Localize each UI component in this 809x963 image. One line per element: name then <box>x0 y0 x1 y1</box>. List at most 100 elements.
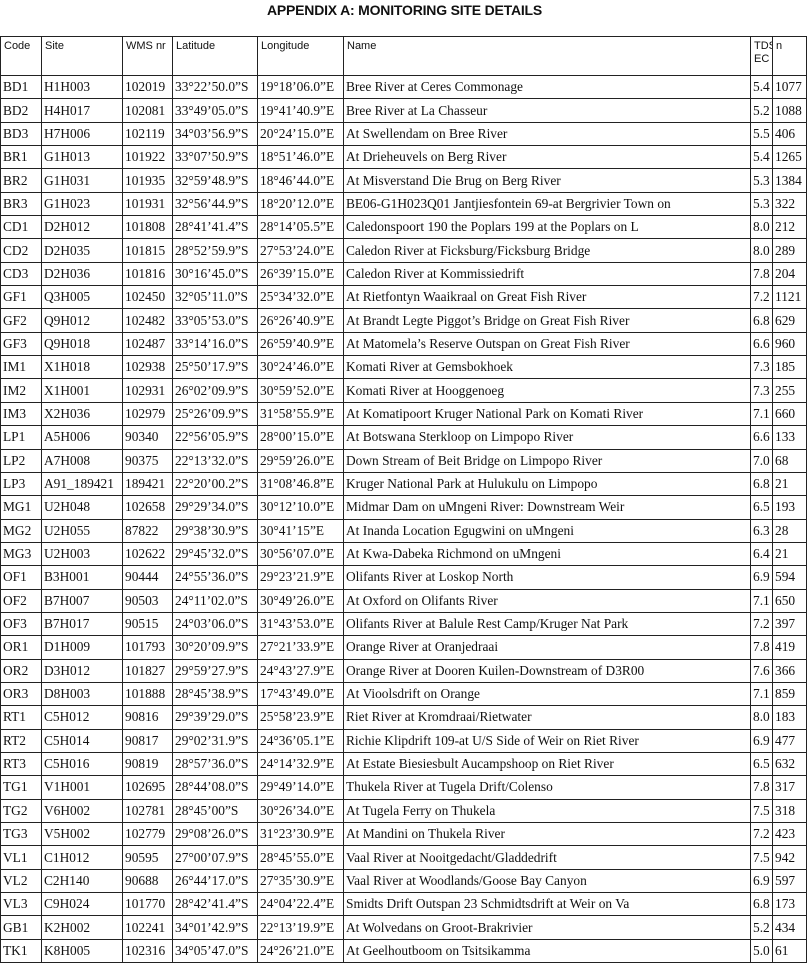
cell-name: Bree River at La Chasseur <box>343 98 751 123</box>
cell-longitude: 26°39’15.0”E <box>257 261 344 287</box>
cell-longitude: 27°53’24.0”E <box>257 238 344 263</box>
cell-tds-ec: 7.1 <box>750 401 773 427</box>
cell-n: 960 <box>772 331 807 357</box>
cell-latitude: 34°03’56.9”S <box>172 121 258 147</box>
cell-longitude: 29°49’14.0”E <box>257 775 344 800</box>
cell-site: A7H008 <box>41 448 123 473</box>
cell-site: D1H009 <box>41 635 123 660</box>
table-row: TK1 K8H005 102316 34°05’47.0”S 24°26’21.0”E A… <box>0 938 807 963</box>
cell-n: 859 <box>772 681 807 707</box>
cell-longitude: 25°58’23.9”E <box>257 705 344 730</box>
table-row: VL3 C9H024 101770 28°42’41.4”S 24°04’22.4”E S… <box>0 892 807 917</box>
cell-code: BR2 <box>0 168 42 193</box>
cell-wms-nr: 87822 <box>122 518 173 543</box>
cell-longitude: 19°41’40.9”E <box>257 98 344 123</box>
cell-latitude: 22°20’00.2”S <box>172 471 258 497</box>
table-row: GF3 Q9H018 102487 33°14’16.0”S 26°59’40.9”E A… <box>0 331 807 357</box>
cell-wms-nr: 102487 <box>122 331 173 357</box>
cell-latitude: 33°07’50.9”S <box>172 145 258 170</box>
cell-n: 660 <box>772 401 807 427</box>
cell-name: Vaal River at Woodlands/Goose Bay Canyon <box>343 868 751 894</box>
cell-latitude: 28°57’36.0”S <box>172 751 258 777</box>
cell-latitude: 22°56’05.9”S <box>172 425 258 450</box>
cell-name: Orange River at Dooren Kuilen-Downstream… <box>343 658 751 683</box>
cell-latitude: 27°00’07.9”S <box>172 845 258 870</box>
cell-wms-nr: 101827 <box>122 658 173 683</box>
cell-name: Orange River at Oranjedraai <box>343 635 751 660</box>
cell-latitude: 28°44’08.0”S <box>172 775 258 800</box>
cell-code: LP2 <box>0 448 42 473</box>
cell-wms-nr: 90340 <box>122 425 173 450</box>
cell-site: U2H048 <box>41 495 123 520</box>
cell-tds-ec: 6.6 <box>750 425 773 450</box>
cell-wms-nr: 102081 <box>122 98 173 123</box>
cell-wms-nr: 102450 <box>122 285 173 310</box>
table-row: GF1 Q3H005 102450 32°05’11.0”S 25°34’32.0”E A… <box>0 285 807 310</box>
cell-longitude: 24°14’32.9”E <box>257 751 344 777</box>
cell-wms-nr: 102482 <box>122 308 173 333</box>
cell-code: TG1 <box>0 775 42 800</box>
cell-longitude: 24°43’27.9”E <box>257 658 344 683</box>
cell-n: 419 <box>772 635 807 660</box>
table-row: BR1 G1H013 101922 33°07’50.9”S 18°51’46.0”E A… <box>0 145 807 170</box>
cell-n: 21 <box>772 541 807 567</box>
cell-code: BR3 <box>0 191 42 217</box>
cell-name: At Oxford on Olifants River <box>343 588 751 613</box>
cell-tds-ec: 7.6 <box>750 658 773 683</box>
cell-tds-ec: 5.2 <box>750 98 773 123</box>
cell-longitude: 28°00’15.0”E <box>257 425 344 450</box>
cell-site: H7H006 <box>41 121 123 147</box>
table-row: MG2 U2H055 87822 29°38’30.9”S 30°41’15”E At I… <box>0 518 807 543</box>
cell-latitude: 28°45’00”S <box>172 798 258 824</box>
cell-code: IM1 <box>0 355 42 380</box>
cell-n: 133 <box>772 425 807 450</box>
cell-code: GF3 <box>0 331 42 357</box>
cell-tds-ec: 7.3 <box>750 355 773 380</box>
cell-latitude: 33°22’50.0”S <box>172 74 258 100</box>
cell-n: 942 <box>772 845 807 870</box>
cell-code: LP1 <box>0 425 42 450</box>
cell-name: At Geelhoutboom on Tsitsikamma <box>343 938 751 963</box>
cell-site: H1H003 <box>41 74 123 100</box>
cell-wms-nr: 101808 <box>122 215 173 240</box>
cell-code: VL2 <box>0 868 42 894</box>
cell-tds-ec: 6.8 <box>750 308 773 333</box>
cell-latitude: 33°14’16.0”S <box>172 331 258 357</box>
cell-longitude: 31°43’53.0”E <box>257 611 344 637</box>
cell-tds-ec: 6.6 <box>750 331 773 357</box>
cell-latitude: 22°13’32.0”S <box>172 448 258 473</box>
cell-tds-ec: 7.2 <box>750 611 773 637</box>
cell-wms-nr: 90515 <box>122 611 173 637</box>
cell-tds-ec: 8.0 <box>750 215 773 240</box>
cell-latitude: 28°52’59.9”S <box>172 238 258 263</box>
cell-latitude: 32°56’44.9”S <box>172 191 258 217</box>
cell-tds-ec: 8.0 <box>750 238 773 263</box>
cell-latitude: 30°20’09.9”S <box>172 635 258 660</box>
cell-name: Kruger National Park at Hulukulu on Limp… <box>343 471 751 497</box>
cell-site: X2H036 <box>41 401 123 427</box>
cell-name: At Vioolsdrift on Orange <box>343 681 751 707</box>
cell-code: OR3 <box>0 681 42 707</box>
cell-latitude: 26°44’17.0”S <box>172 868 258 894</box>
cell-longitude: 30°24’46.0”E <box>257 355 344 380</box>
cell-longitude: 30°12’10.0”E <box>257 495 344 520</box>
cell-latitude: 34°05’47.0”S <box>172 938 258 963</box>
cell-longitude: 30°26’34.0”E <box>257 798 344 824</box>
cell-longitude: 18°51’46.0”E <box>257 145 344 170</box>
table-row: MG3 U2H003 102622 29°45’32.0”S 30°56’07.0”E A… <box>0 541 807 567</box>
cell-tds-ec: 5.3 <box>750 191 773 217</box>
cell-site: B3H001 <box>41 565 123 590</box>
cell-site: V6H002 <box>41 798 123 824</box>
table-row: RT2 C5H014 90817 29°02’31.9”S 24°36’05.1”E Ri… <box>0 728 807 753</box>
cell-name: At Rietfontyn Waaikraal on Great Fish Ri… <box>343 285 751 310</box>
cell-code: OF2 <box>0 588 42 613</box>
cell-site: K8H005 <box>41 938 123 963</box>
cell-site: D2H012 <box>41 215 123 240</box>
cell-site: A91_189421 <box>41 471 123 497</box>
cell-name: At Estate Biesiesbult Aucampshoop on Rie… <box>343 751 751 777</box>
cell-code: RT1 <box>0 705 42 730</box>
cell-site: C5H014 <box>41 728 123 753</box>
cell-n: 597 <box>772 868 807 894</box>
cell-code: VL3 <box>0 892 42 917</box>
table-row: OF1 B3H001 90444 24°55’36.0”S 29°23’21.9”E Ol… <box>0 565 807 590</box>
